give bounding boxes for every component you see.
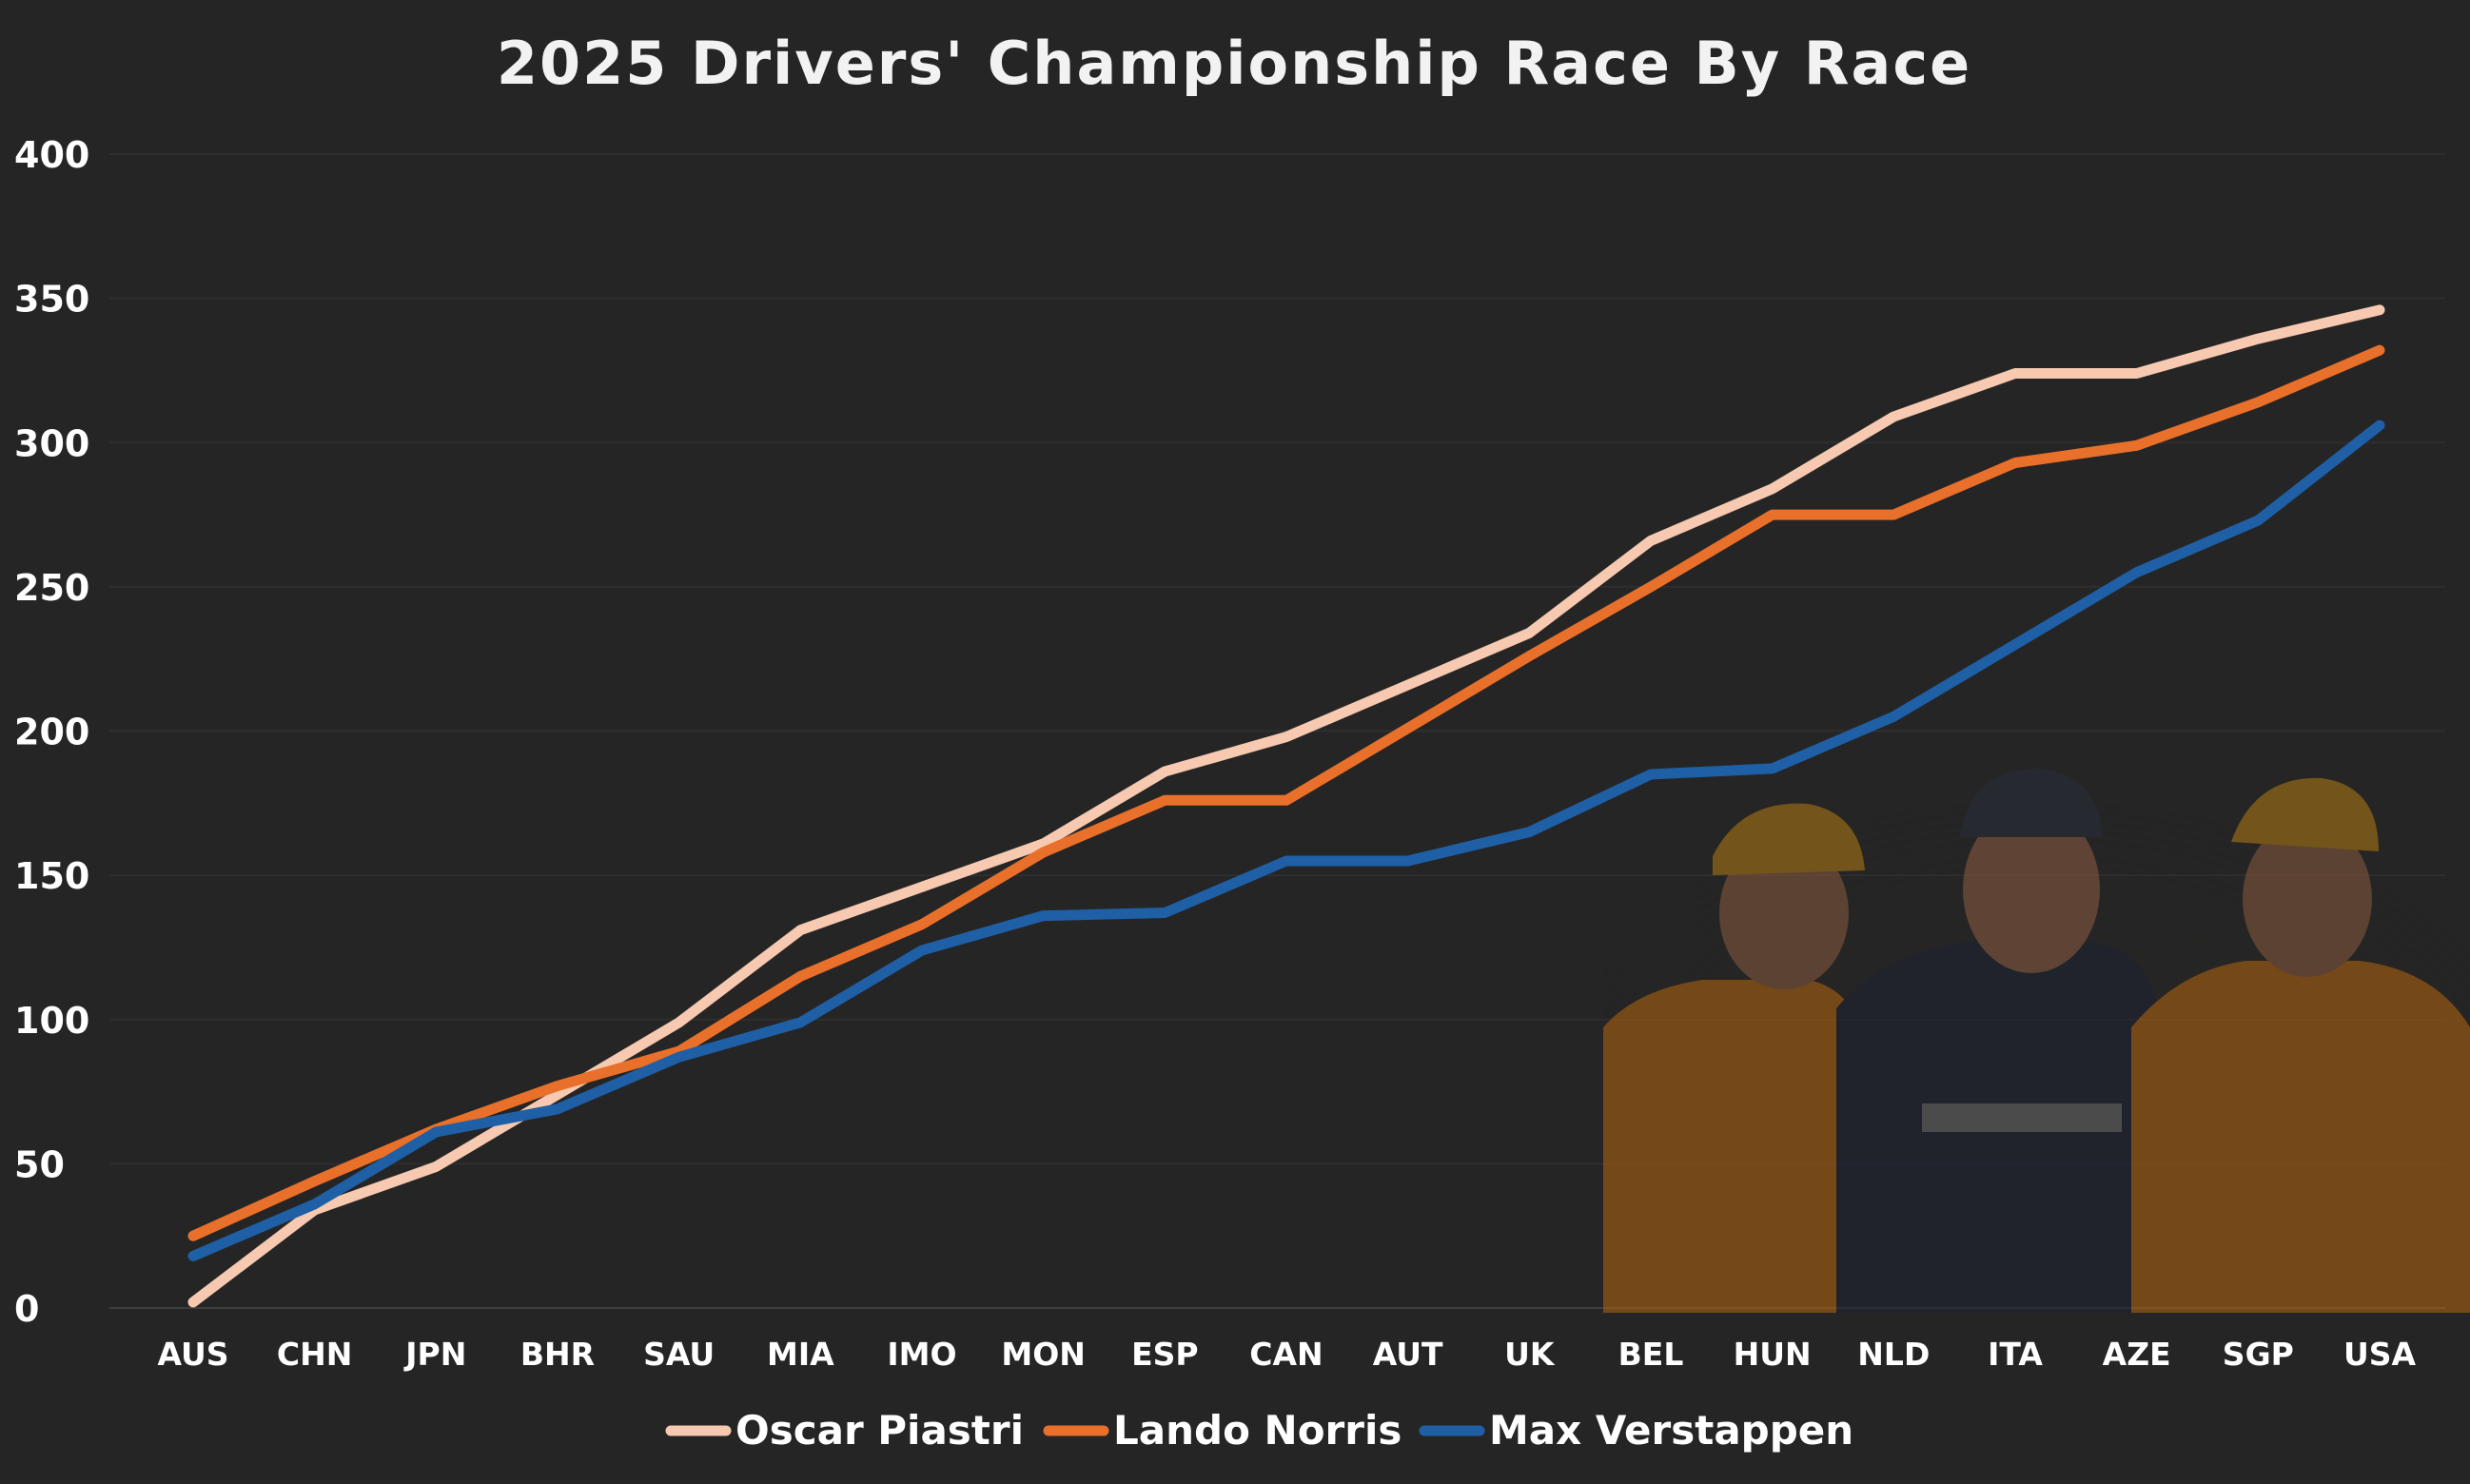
driver-right-figure: [2131, 777, 2470, 1313]
y-tick-label: 150: [14, 855, 89, 897]
legend-label: Oscar Piastri: [735, 1407, 1024, 1454]
y-tick-label: 50: [14, 1143, 65, 1185]
x-tick-label: USA: [2343, 1336, 2417, 1373]
x-tick-label: AUS: [157, 1336, 228, 1373]
x-tick-label: MON: [1001, 1336, 1086, 1373]
y-tick-label: 0: [14, 1288, 39, 1330]
x-tick-label: NLD: [1857, 1336, 1930, 1373]
driver-left-figure: [1603, 803, 1865, 1313]
x-tick-label: ITA: [1988, 1336, 2043, 1373]
legend-label: Max Verstappen: [1489, 1407, 1853, 1454]
y-tick-label: 200: [14, 712, 89, 753]
driver-middle-figure: [1836, 769, 2160, 1313]
x-tick-label: SGP: [2223, 1336, 2294, 1373]
series-lines: [187, 304, 2385, 1308]
series-line-oscar-piastri: [187, 304, 2385, 1308]
y-axis-ticks: 0 50 100 150 200 250 300 350 400: [14, 134, 89, 1330]
x-tick-label: SAU: [643, 1336, 715, 1373]
legend-item: Max Verstappen: [1419, 1407, 1853, 1454]
x-tick-label: CAN: [1249, 1336, 1323, 1373]
y-tick-label: 400: [14, 134, 89, 176]
x-tick-label: BHR: [520, 1336, 595, 1373]
x-axis-ticks: AUS CHN JPN BHR SAU MIA IMO MON ESP CAN AUT UK BEL HU…: [157, 1336, 2416, 1373]
legend: Oscar Piastri Lando Norris Max Verstappen: [665, 1407, 1853, 1454]
x-tick-label: UK: [1504, 1336, 1556, 1373]
grid: [109, 153, 2445, 1309]
x-tick-label: BEL: [1618, 1336, 1684, 1373]
y-tick-label: 250: [14, 567, 89, 609]
legend-item: Oscar Piastri: [665, 1407, 1024, 1454]
legend-item: Lando Norris: [1043, 1407, 1402, 1454]
x-tick-label: AUT: [1373, 1336, 1443, 1373]
x-tick-label: AZE: [2103, 1336, 2171, 1373]
x-tick-label: ESP: [1131, 1336, 1199, 1373]
legend-label: Lando Norris: [1113, 1407, 1402, 1454]
three-drivers-photo: [1603, 742, 2470, 1313]
x-tick-label: HUN: [1734, 1336, 1812, 1373]
series-line-max-verstappen: [187, 420, 2385, 1261]
x-tick-label: MIA: [767, 1336, 834, 1373]
y-tick-label: 350: [14, 279, 89, 321]
y-tick-label: 300: [14, 422, 89, 464]
x-tick-label: JPN: [403, 1336, 466, 1373]
x-tick-label: CHN: [277, 1336, 352, 1373]
x-tick-label: IMO: [887, 1336, 956, 1373]
y-tick-label: 100: [14, 1000, 89, 1042]
series-line-lando-norris: [187, 344, 2385, 1241]
chart-title: 2025 Drivers' Championship Race By Race: [497, 29, 1971, 98]
